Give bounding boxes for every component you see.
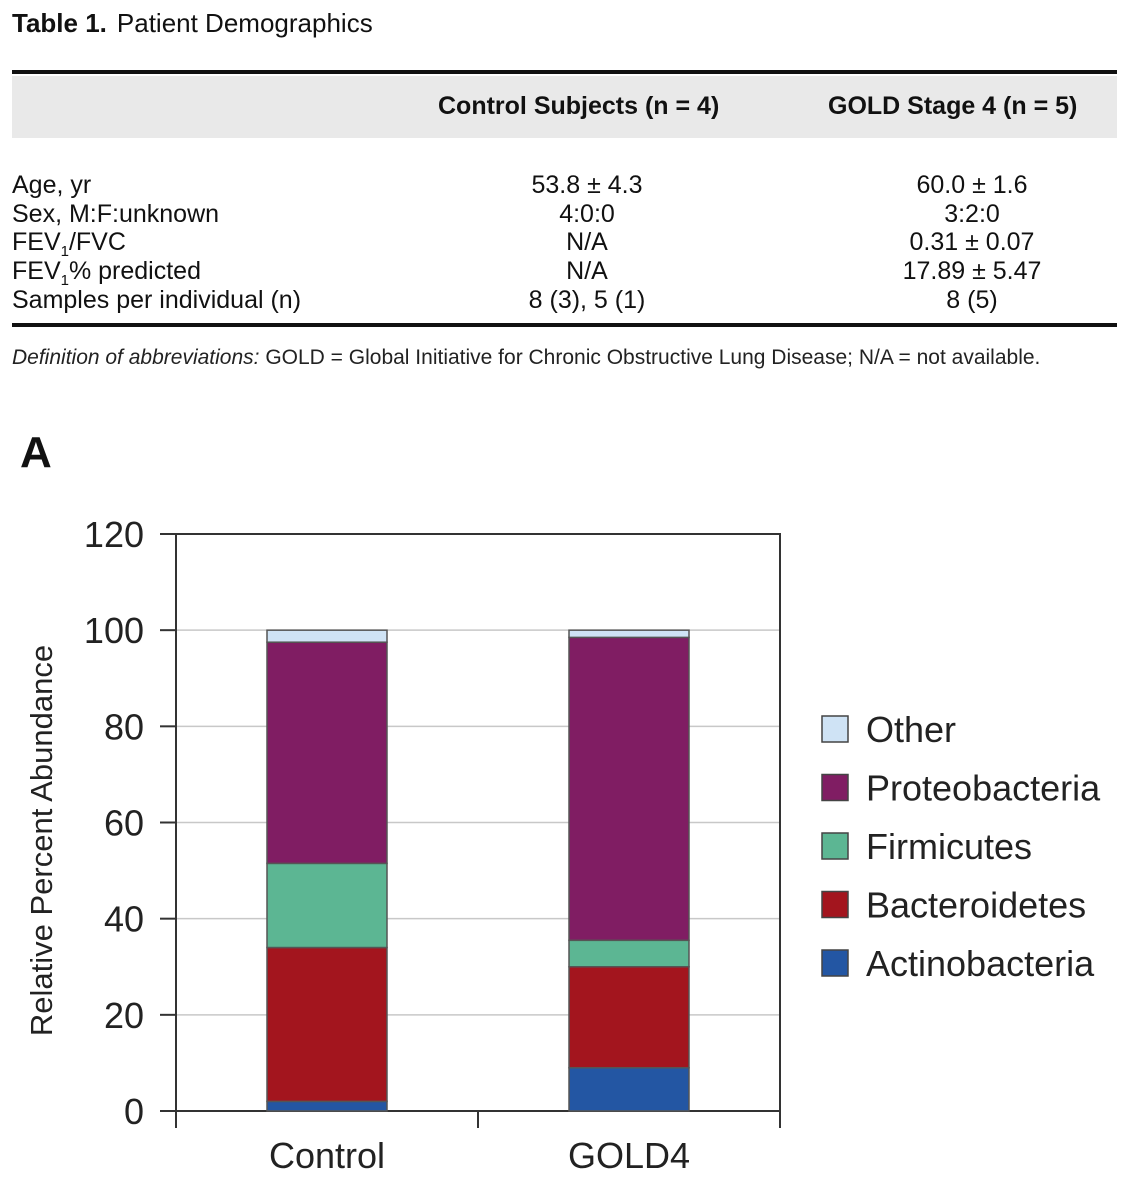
cell-gold: 60.0 ± 1.6: [916, 171, 1028, 199]
bar-segment-bacteroidetes: [568, 966, 690, 1069]
y-tick-label: 60: [104, 803, 144, 844]
bar-segment-proteobacteria: [266, 641, 388, 865]
table-row: FEV1/FVC N/A 0.31 ± 0.07: [12, 228, 1117, 260]
y-tick-label: 40: [104, 899, 144, 940]
table-row: Sex, M:F:unknown 4:0:0 3:2:0: [12, 200, 1117, 229]
legend-label: Proteobacteria: [866, 768, 1101, 809]
panel-label: A: [20, 428, 52, 477]
y-tick-label: 80: [104, 706, 144, 747]
legend-label: Bacteroidetes: [866, 885, 1086, 926]
bar-segment-proteobacteria: [568, 636, 690, 942]
bar-segment-firmicutes: [568, 939, 690, 968]
cell-gold: 17.89 ± 5.47: [902, 257, 1042, 285]
table-label: Table 1.: [12, 8, 107, 38]
table-row: Age, yr 53.8 ± 4.3 60.0 ± 1.6: [12, 171, 1117, 200]
table-row: FEV1% predicted N/A 17.89 ± 5.47: [12, 257, 1117, 289]
row-label: FEV1% predicted: [12, 257, 201, 289]
x-tick-label: Control: [269, 1135, 385, 1176]
y-tick-label: 120: [84, 514, 144, 555]
y-axis-label: Relative Percent Abundance: [24, 645, 59, 1036]
y-tick-label: 20: [104, 995, 144, 1036]
table-top-rule: [12, 70, 1117, 74]
bar-segment-other: [266, 629, 388, 643]
legend-swatch: [821, 773, 849, 802]
table-title: Table 1. Patient Demographics: [12, 8, 373, 39]
x-tick-label: GOLD4: [568, 1135, 690, 1176]
table-header-band: [12, 76, 1117, 138]
row-label: FEV1/FVC: [12, 228, 126, 260]
y-tick-label: 0: [124, 1091, 144, 1132]
legend-label: Actinobacteria: [866, 943, 1095, 984]
table-footnote: Definition of abbreviations: GOLD = Glob…: [12, 343, 1122, 372]
footnote-italic: Definition of abbreviations:: [12, 346, 260, 369]
y-tick-label: 100: [84, 610, 144, 651]
row-label: Sex, M:F:unknown: [12, 200, 220, 228]
legend-swatch: [821, 949, 849, 977]
footnote-text: GOLD = Global Initiative for Chronic Obs…: [259, 346, 1041, 369]
cell-gold: 8 (5): [946, 286, 998, 314]
row-label: Samples per individual (n): [12, 286, 302, 314]
table-row: Samples per individual (n) 8 (3), 5 (1) …: [12, 286, 1117, 315]
cell-control: N/A: [566, 257, 608, 285]
bar-segment-actinobacteria: [266, 1100, 388, 1112]
bar-segment-actinobacteria: [568, 1066, 690, 1112]
cell-control: 4:0:0: [559, 200, 615, 228]
column-header-gold: GOLD Stage 4 (n = 5): [828, 92, 1078, 120]
table-title-text: Patient Demographics: [116, 8, 373, 38]
cell-control: 53.8 ± 4.3: [531, 171, 643, 199]
legend-swatch: [821, 715, 849, 743]
bar-segment-other: [568, 629, 690, 639]
bar-segment-bacteroidetes: [266, 946, 388, 1103]
legend-swatch: [821, 832, 849, 860]
cell-gold: 0.31 ± 0.07: [909, 228, 1035, 256]
row-label: Age, yr: [12, 171, 92, 199]
cell-gold: 3:2:0: [944, 200, 1000, 228]
legend-swatch: [821, 890, 849, 919]
column-header-control: Control Subjects (n = 4): [438, 92, 720, 120]
bar-segment-firmicutes: [266, 862, 388, 949]
cell-control: N/A: [566, 228, 608, 256]
cell-control: 8 (3), 5 (1): [528, 286, 646, 314]
legend-label: Firmicutes: [866, 826, 1032, 867]
table-bottom-rule: [12, 323, 1117, 327]
legend-label: Other: [866, 709, 956, 750]
